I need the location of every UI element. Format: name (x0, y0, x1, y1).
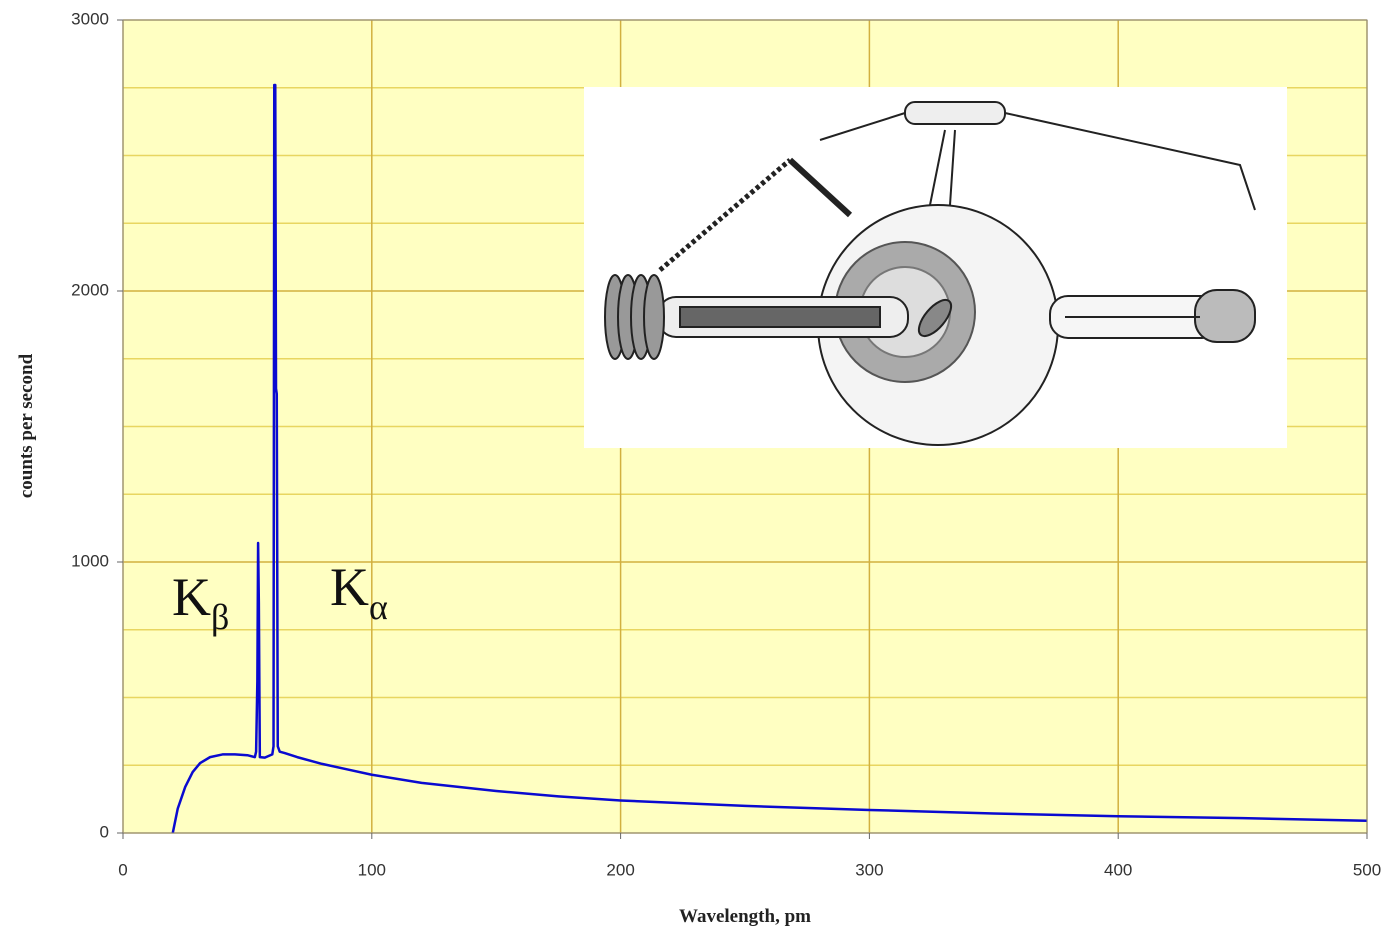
plot-frame (122, 19, 1368, 834)
x-tick-label: 300 (855, 860, 883, 879)
spectrum-line (171, 83, 1368, 834)
x-tick-label: 0 (118, 860, 127, 879)
x-tick-label: 200 (606, 860, 634, 879)
annotation-letter: K (330, 557, 369, 617)
y-tick-label: 0 (100, 822, 109, 841)
annotation: Kβ (172, 567, 229, 637)
x-tick-label: 500 (1353, 860, 1381, 879)
x-tick-label: 100 (358, 860, 386, 879)
x-tick-label: 400 (1104, 860, 1132, 879)
y-axis-title: counts per second (16, 353, 37, 498)
x-ray-tube-illustration (584, 87, 1287, 448)
y-tick-label: 2000 (71, 280, 109, 299)
x-axis-title: Wavelength, pm (679, 906, 811, 927)
y-tick-label: 3000 (71, 9, 109, 28)
annotation: Kα (330, 557, 388, 627)
annotation-subscript: α (369, 587, 388, 627)
annotation-subscript: β (211, 597, 229, 637)
y-tick-label: 1000 (71, 551, 109, 570)
annotation-letter: K (172, 567, 211, 627)
